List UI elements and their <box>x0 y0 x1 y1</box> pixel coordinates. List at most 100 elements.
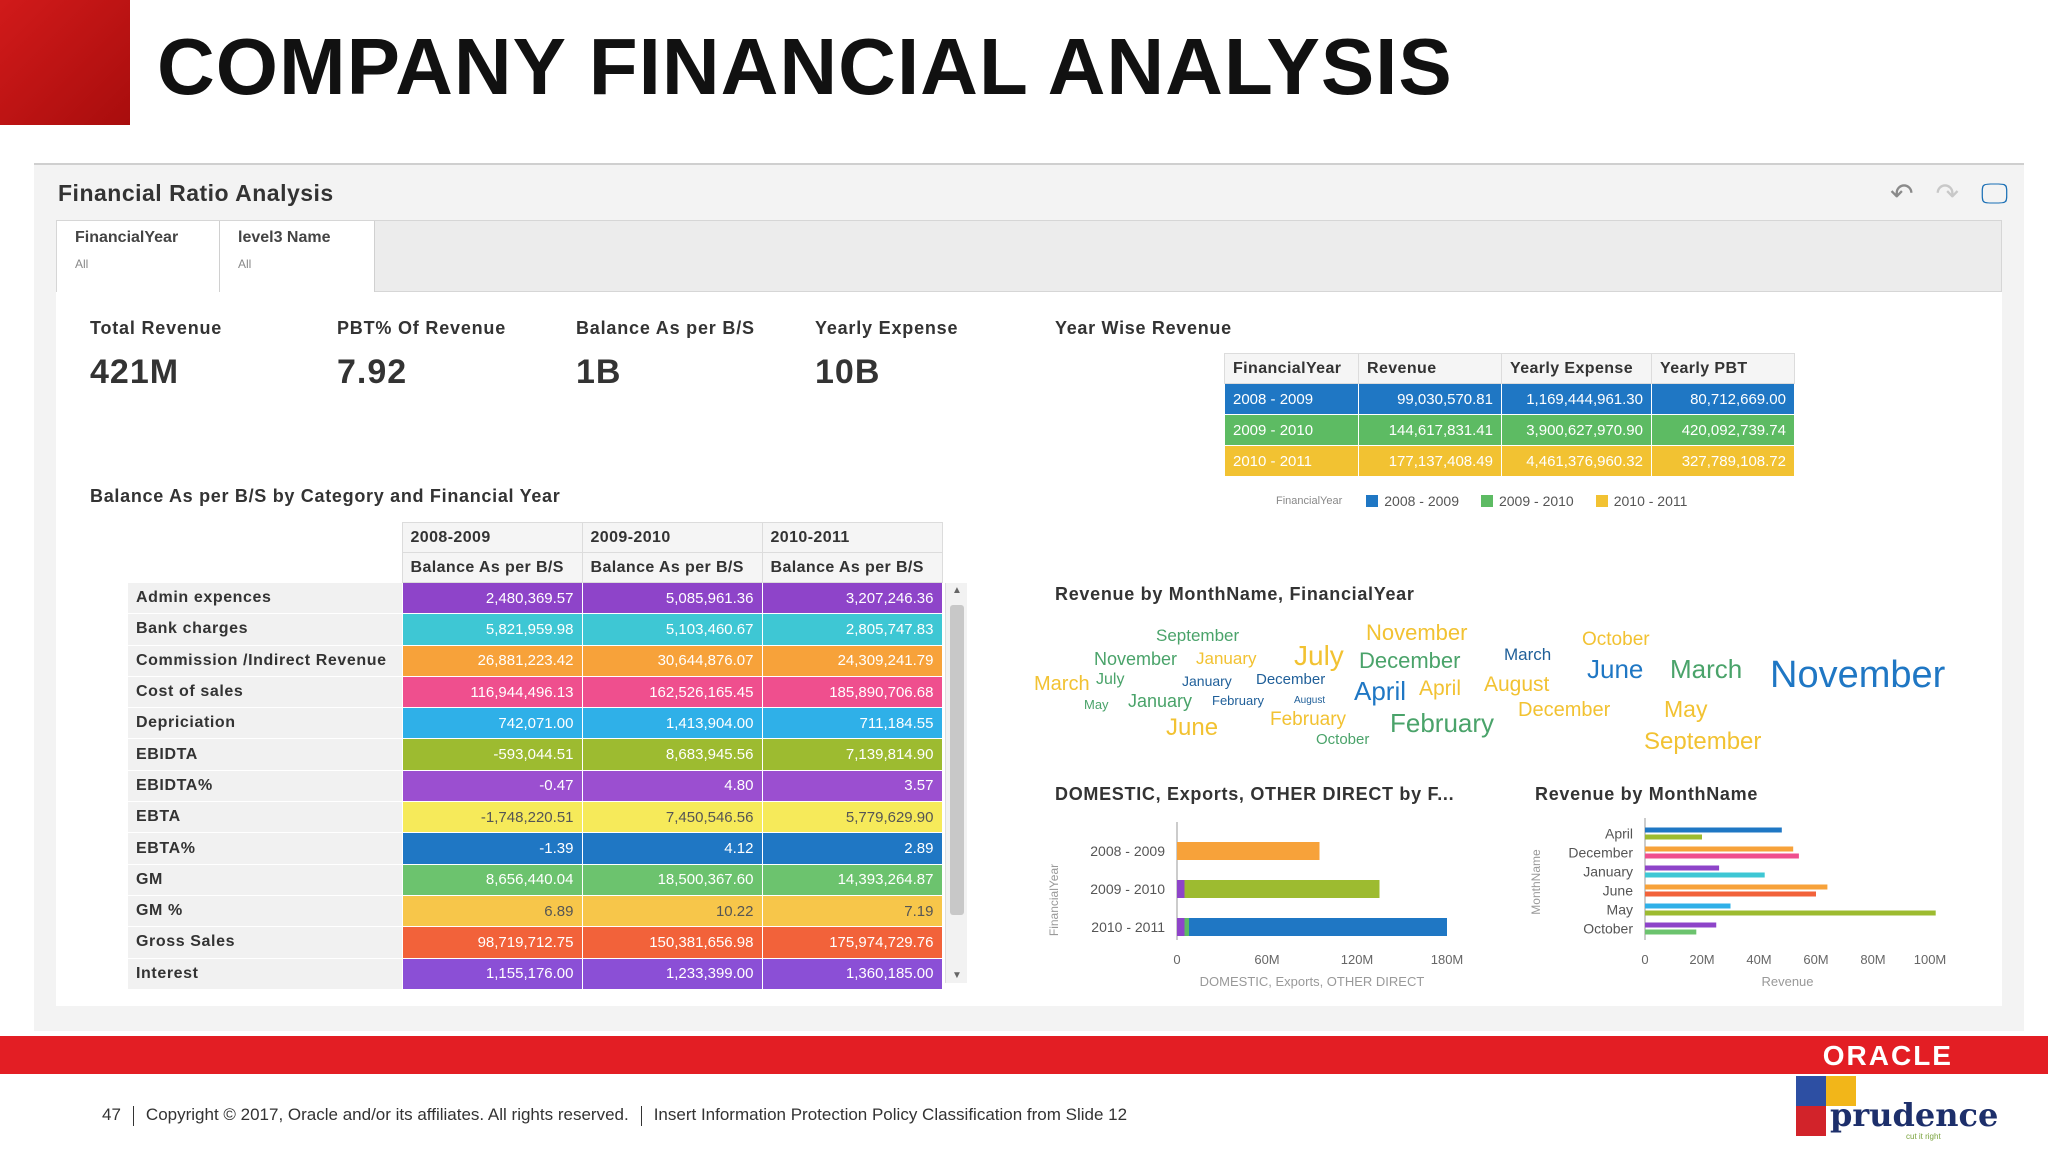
kpi-value: 421M <box>90 353 180 391</box>
category-label: April <box>1605 826 1633 842</box>
filter-value: All <box>75 257 89 271</box>
cloud-word[interactable]: September <box>1644 728 1762 755</box>
legend-item[interactable]: 2010 - 2011 <box>1595 493 1687 509</box>
year-wise-table: FinancialYear Revenue Yearly Expense Yea… <box>1224 353 1795 477</box>
bar[interactable] <box>1645 891 1816 897</box>
undo-icon[interactable]: ↶ <box>1890 178 1914 209</box>
cloud-word[interactable]: November <box>1770 654 1946 696</box>
word-cloud-title: Revenue by MonthName, FinancialYear <box>1055 584 1415 604</box>
table-row[interactable]: 2010 - 2011 177,137,408.49 4,461,376,960.3… <box>1224 445 1795 477</box>
table-row[interactable]: Gross Sales 98,719,712.75 150,381,656.98 17… <box>128 926 943 959</box>
cloud-word[interactable]: March <box>1034 673 1090 695</box>
value-cell: 80,712,669.00 <box>1651 383 1795 415</box>
cloud-word[interactable]: April <box>1419 677 1462 700</box>
cloud-word[interactable]: November <box>1094 649 1178 669</box>
kpi-label: Balance As per B/S <box>576 318 755 338</box>
cloud-word[interactable]: May <box>1084 697 1109 712</box>
cloud-word[interactable]: February <box>1212 693 1265 708</box>
measure-header[interactable]: Balance As per B/S <box>761 552 943 583</box>
cloud-word[interactable]: March <box>1670 654 1743 684</box>
column-header[interactable]: Yearly PBT <box>1651 353 1795 384</box>
cloud-word[interactable]: March <box>1504 645 1552 664</box>
measure-header[interactable]: Balance As per B/S <box>581 552 763 583</box>
bar[interactable] <box>1645 865 1720 871</box>
column-header[interactable]: Revenue <box>1358 353 1502 384</box>
bar[interactable] <box>1177 842 1320 860</box>
bar[interactable] <box>1189 918 1447 936</box>
presentation-icon[interactable]: 🖵 <box>1981 178 2008 209</box>
category-label: May <box>1607 902 1633 918</box>
cloud-word[interactable]: January <box>1182 673 1232 689</box>
bar[interactable] <box>1645 903 1731 909</box>
table-row[interactable]: EBIDTA -593,044.51 8,683,945.56 7,139,814.9… <box>128 738 943 771</box>
cloud-word[interactable]: September <box>1156 626 1240 645</box>
table-row[interactable]: EBIDTA% -0.47 4.80 3.57 <box>128 770 943 803</box>
table-row[interactable]: EBTA% -1.39 4.12 2.89 <box>128 832 943 865</box>
bar[interactable] <box>1645 872 1765 878</box>
table-row[interactable]: Depriciation 742,071.00 1,413,904.00 711,18… <box>128 707 943 740</box>
row-label: EBIDTA <box>128 738 403 771</box>
cloud-word[interactable]: October <box>1316 731 1370 748</box>
year-header[interactable]: 2008-2009 <box>401 522 583 553</box>
cloud-word[interactable]: August <box>1484 673 1550 696</box>
bar[interactable] <box>1645 884 1828 890</box>
table-row[interactable]: Bank charges 5,821,959.98 5,103,460.67 2,80… <box>128 613 943 646</box>
table-row[interactable]: Commission /Indirect Revenue 26,881,223.4… <box>128 645 943 677</box>
cloud-word[interactable]: January <box>1128 691 1193 711</box>
cloud-word[interactable]: August <box>1294 695 1326 706</box>
table-row[interactable]: Admin expences 2,480,369.57 5,085,961.36 3,… <box>128 582 943 615</box>
cloud-word[interactable]: July <box>1096 671 1125 688</box>
legend-item[interactable]: 2008 - 2009 <box>1366 493 1459 509</box>
cloud-word[interactable]: July <box>1294 640 1344 671</box>
bar[interactable] <box>1645 929 1697 935</box>
filter-level3-name[interactable]: level3 Name All <box>220 221 375 293</box>
table-row[interactable]: 2008 - 2009 99,030,570.81 1,169,444,961.30… <box>1224 383 1795 415</box>
scroll-down-icon[interactable]: ▼ <box>952 970 962 981</box>
year-header[interactable]: 2009-2010 <box>581 522 763 553</box>
cloud-word[interactable]: January <box>1196 649 1257 668</box>
cloud-word[interactable]: February <box>1270 709 1347 730</box>
bar[interactable] <box>1645 910 1936 916</box>
cloud-word[interactable]: June <box>1587 654 1644 684</box>
column-header[interactable]: FinancialYear <box>1224 353 1359 384</box>
scroll-up-icon[interactable]: ▲ <box>952 585 962 596</box>
bar[interactable] <box>1645 853 1799 859</box>
bar[interactable] <box>1645 846 1794 852</box>
cloud-word[interactable]: December <box>1518 699 1611 721</box>
kpi-value: 10B <box>815 353 881 391</box>
cloud-word[interactable]: October <box>1582 629 1650 650</box>
table-row[interactable]: GM % 6.89 10.22 7.19 <box>128 895 943 928</box>
cloud-word[interactable]: December <box>1256 671 1326 688</box>
cloud-word[interactable]: December <box>1359 648 1461 673</box>
legend-item[interactable]: 2009 - 2010 <box>1480 493 1574 509</box>
table-row[interactable]: EBTA -1,748,220.51 7,450,546.56 5,779,629.9… <box>128 801 943 834</box>
bar[interactable] <box>1645 827 1782 833</box>
year-header[interactable]: 2010-2011 <box>761 522 943 553</box>
bar[interactable] <box>1645 834 1702 840</box>
table-row[interactable]: GM 8,656,440.04 18,500,367.60 14,393,264.87 <box>128 864 943 896</box>
row-label: Interest <box>128 958 403 990</box>
scroll-thumb[interactable] <box>950 605 964 915</box>
measure-header[interactable]: Balance As per B/S <box>401 552 583 583</box>
column-header[interactable]: Yearly Expense <box>1501 353 1652 384</box>
cloud-word[interactable]: April <box>1354 676 1407 706</box>
redo-icon[interactable]: ↷ <box>1935 178 1959 209</box>
bar[interactable] <box>1184 880 1380 898</box>
table-scrollbar[interactable]: ▲ ▼ <box>945 583 967 983</box>
slide-footer: 47 Copyright © 2017, Oracle and/or its af… <box>102 1105 1127 1126</box>
bar[interactable] <box>1177 880 1185 898</box>
cloud-word[interactable]: November <box>1366 620 1468 645</box>
bar[interactable] <box>1184 918 1190 936</box>
cloud-word[interactable]: May <box>1664 696 1708 722</box>
cloud-word[interactable]: June <box>1166 714 1219 741</box>
filter-financial-year[interactable]: FinancialYear All <box>57 221 220 293</box>
value-cell: 116,944,496.13 <box>402 676 583 709</box>
table-row[interactable]: Cost of sales 116,944,496.13 162,526,165.4… <box>128 676 943 709</box>
corner-cell <box>128 552 402 583</box>
table-row[interactable]: 2009 - 2010 144,617,831.41 3,900,627,970.9… <box>1224 414 1795 446</box>
bar[interactable] <box>1177 918 1185 936</box>
value-cell: 711,184.55 <box>762 707 943 740</box>
table-row[interactable]: Interest 1,155,176.00 1,233,399.00 1,360,18… <box>128 958 943 990</box>
cloud-word[interactable]: February <box>1390 708 1495 738</box>
bar[interactable] <box>1645 922 1717 928</box>
